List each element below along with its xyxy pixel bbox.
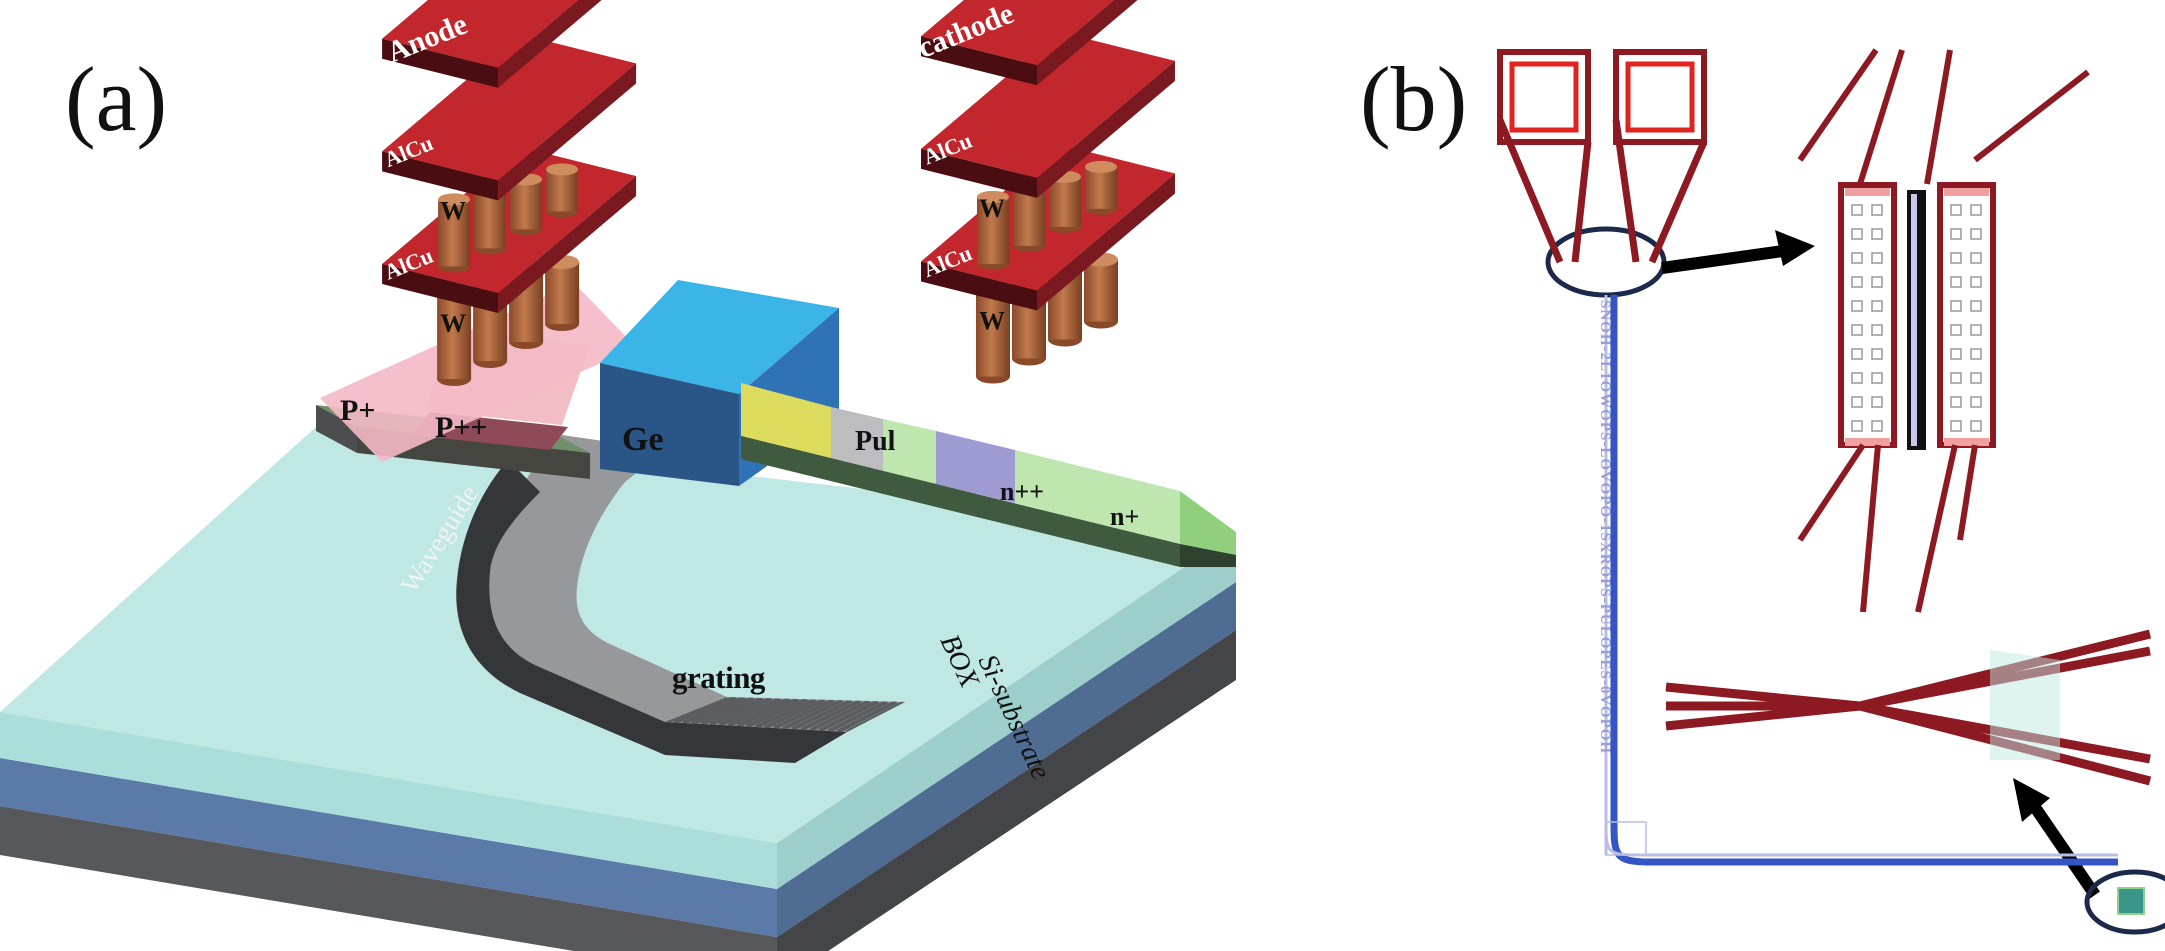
svg-text:P++: P++ — [435, 411, 488, 444]
svg-text:Ge: Ge — [622, 421, 664, 458]
svg-text:(a): (a) — [65, 48, 167, 150]
svg-text:n+: n+ — [1110, 502, 1139, 531]
svg-text:n++: n++ — [1000, 477, 1044, 506]
svg-text:(b): (b) — [1360, 48, 1467, 150]
svg-text:grating: grating — [672, 660, 766, 695]
svg-text:P+: P+ — [340, 394, 375, 427]
svg-text:Pul: Pul — [855, 426, 896, 457]
svg-text:SNOH-2L1OWOPS-LOVOPO-1SXROPS-P: SNOH-2L1OWOPS-LOVOPO-1SXROPS-PULOPES-0VO… — [1597, 300, 1613, 754]
